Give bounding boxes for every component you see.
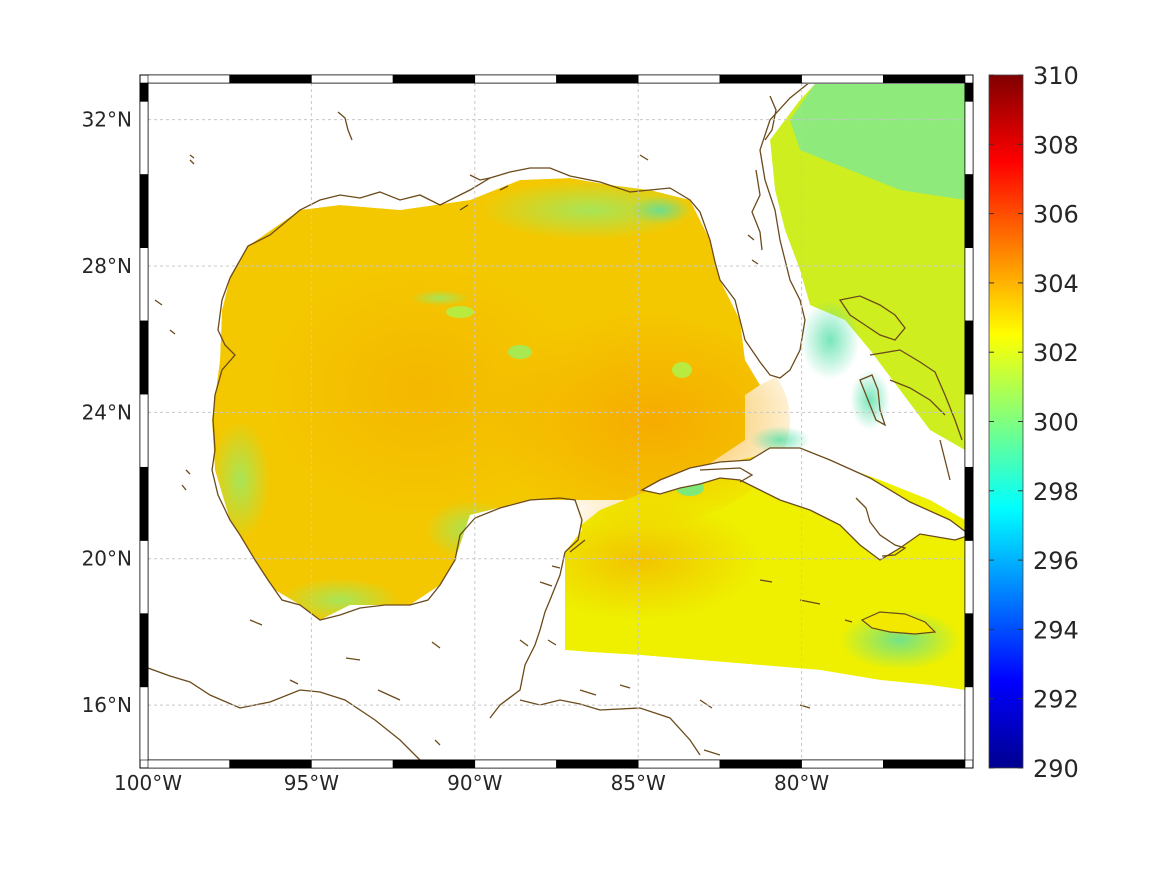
frame-segment [311,74,394,84]
florida-land [690,140,810,385]
frame-segment [139,320,149,395]
colorbar-tick-label: 302 [1033,339,1079,367]
frame-segment [801,74,884,84]
frame-segment [139,100,149,175]
frame-segment [964,466,974,541]
frame-segment [147,74,230,84]
frame-segment [964,393,974,468]
frame-segment [719,759,802,769]
frame-segment [229,74,312,84]
frame-segment [139,174,149,248]
frame-segment [556,74,639,84]
yucatan-land [148,500,582,761]
lon-label: 90°W [447,771,502,795]
frame-segment [964,247,974,322]
lat-label: 24°N [82,400,132,424]
colorbar: 310 308 306 304 302 300 298 296 294 292 290 [988,62,1079,783]
lat-label: 28°N [82,254,132,278]
frame-segment [801,759,884,769]
frame-segment [474,74,557,84]
frame-segment [882,74,966,84]
frame-segment [392,74,476,84]
frame-segment [964,82,974,102]
cuba-land [640,447,965,561]
frame-segment [139,466,149,541]
colorbar-gradient [989,75,1023,768]
latitude-labels: 32°N 28°N 24°N 20°N 16°N [82,108,132,718]
frame-segment [964,100,974,175]
frame-segment [139,82,149,102]
frame-segment [139,247,149,322]
longitude-labels: 100°W 95°W 90°W 85°W 80°W [114,771,829,795]
frame-segment [882,759,966,769]
frame-segment [637,74,721,84]
colorbar-tick-label: 306 [1033,201,1079,229]
sst-field-atlantic-north [790,84,965,200]
frame-segment [556,759,639,769]
colorbar-tick-label: 298 [1033,478,1079,506]
frame-segment [147,759,230,769]
frame-segment [964,540,974,614]
lon-label: 95°W [284,771,339,795]
colorbar-tick-label: 310 [1033,62,1079,90]
lon-label: 80°W [774,771,829,795]
lat-label: 32°N [82,108,132,132]
lat-label: 16°N [82,693,132,717]
frame-segment [637,759,721,769]
frame-segment [474,759,557,769]
colorbar-tick-label: 296 [1033,547,1079,575]
coastlines [148,84,963,761]
frame-segment [392,759,476,769]
map-frame [139,74,974,769]
lat-label: 20°N [82,547,132,571]
colorbar-tick-label: 304 [1033,270,1079,298]
frame-segment [964,320,974,395]
lon-label: 100°W [114,771,182,795]
colorbar-tick-label: 294 [1033,616,1079,644]
frame-segment [139,686,149,761]
frame-segment [719,74,802,84]
frame-segment [139,613,149,688]
frame-segment [311,759,394,769]
frame-segment [964,686,974,761]
frame-segment [139,540,149,614]
colorbar-tick-label: 308 [1033,131,1079,159]
frame-segment [229,759,312,769]
colorbar-tick-label: 300 [1033,409,1079,437]
map-plot-area [148,84,965,761]
colorbar-ticks: 310 308 306 304 302 300 298 296 294 292 290 [989,62,1079,783]
colorbar-tick-label: 292 [1033,686,1079,714]
us-land [148,84,790,640]
jamaica-land [860,611,937,635]
frame-segment [964,174,974,248]
frame-segment [139,393,149,468]
lon-label: 85°W [611,771,666,795]
frame-segment [964,613,974,688]
colorbar-tick-label: 290 [1033,755,1079,783]
